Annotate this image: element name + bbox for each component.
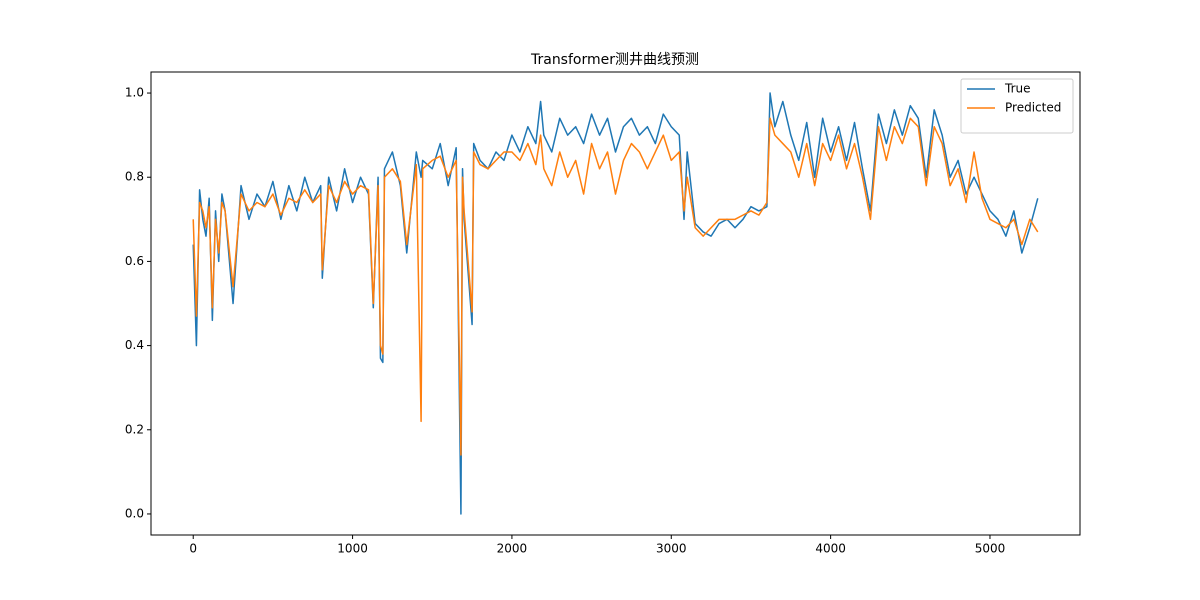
y-tick-label: 0.0 (125, 506, 144, 520)
x-tick-label: 4000 (815, 542, 846, 556)
x-tick-label: 5000 (975, 542, 1006, 556)
x-tick-label: 1000 (337, 542, 368, 556)
y-tick-label: 0.2 (125, 422, 144, 436)
plot-frame (150, 71, 1081, 536)
x-tick-label: 3000 (656, 542, 687, 556)
legend-box (960, 78, 1074, 134)
series-line (192, 92, 1039, 515)
legend-label: True (1004, 82, 1031, 96)
y-tick-label: 1.0 (125, 86, 144, 100)
y-tick-label: 0.8 (125, 170, 144, 184)
x-tick-label: 2000 (497, 542, 528, 556)
x-tick-label: 0 (189, 542, 197, 556)
y-tick-label: 0.6 (125, 254, 144, 268)
legend-label: Predicted (1005, 101, 1061, 115)
series-line (192, 117, 1039, 456)
y-tick-label: 0.4 (125, 338, 144, 352)
chart-title: Transformer测井曲线预测 (530, 52, 699, 68)
